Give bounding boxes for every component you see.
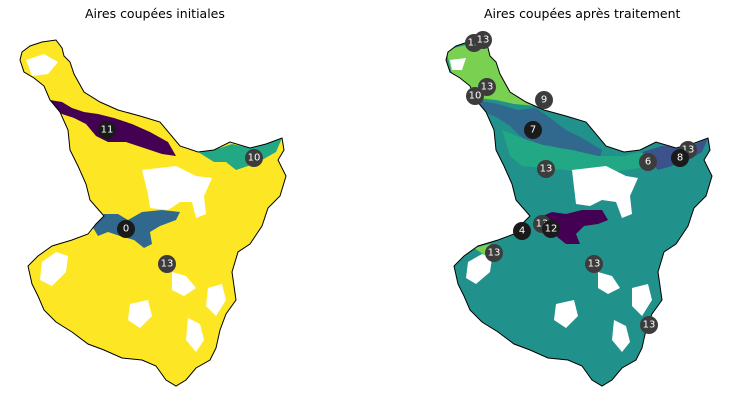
white-gap-3	[172, 272, 196, 296]
right-area-marker	[513, 222, 531, 240]
right-area-label: 9	[541, 95, 547, 106]
white-gap-r1	[450, 58, 466, 70]
upper-white-gap	[26, 54, 58, 76]
right-area-label: 12	[545, 224, 558, 235]
white-gap-1	[142, 166, 212, 218]
right-area-label: 13	[488, 248, 501, 259]
left-area-label: 0	[123, 224, 129, 235]
left-map-title: Aires coupées initiales	[85, 6, 225, 21]
right-map-title: Aires coupées après traitement	[484, 6, 681, 21]
right-area-label: 13	[682, 145, 695, 156]
right-area-marker	[524, 121, 542, 139]
right-area-marker	[466, 87, 484, 105]
white-gap-2	[40, 252, 68, 286]
white-gap-r6	[632, 284, 652, 316]
left-area-marker	[158, 255, 176, 273]
white-gap-5	[206, 284, 226, 316]
right-area-marker	[671, 149, 689, 167]
left-area-label: 10	[248, 153, 261, 164]
right-area-label: 13	[643, 320, 656, 331]
right-area-label: 13	[481, 82, 494, 93]
right-area-label: 13	[540, 164, 553, 175]
left-area-label: 11	[101, 125, 114, 136]
right-area-label: 8	[677, 153, 683, 164]
white-gap-6	[186, 318, 204, 352]
right-area-label: 7	[530, 125, 536, 136]
white-gap-4	[128, 300, 152, 328]
right-area-label: 13	[477, 35, 490, 46]
teal-region	[198, 138, 282, 170]
white-gap-r2	[572, 166, 638, 218]
right-area-label: 6	[645, 157, 651, 168]
right-area-label: 10	[469, 91, 482, 102]
left-map: 11 10 0 13	[19, 39, 287, 387]
white-gap-r4	[598, 272, 620, 294]
white-gap-r3	[466, 254, 492, 284]
right-area-label: 13	[468, 38, 481, 49]
right-area-label: 13	[588, 259, 601, 270]
right-area-marker	[535, 91, 553, 109]
right-area-marker	[485, 244, 503, 262]
right-area-label: 4	[519, 226, 525, 237]
right-area-marker	[542, 220, 560, 238]
right-area-label: 13	[536, 219, 549, 230]
left-area-marker	[98, 121, 116, 139]
right-area-marker	[585, 255, 603, 273]
right-area-marker	[640, 316, 658, 334]
left-area-label: 13	[161, 259, 174, 270]
white-gap-r5	[554, 300, 578, 328]
left-area-marker	[117, 220, 135, 238]
white-gap-r7	[612, 320, 630, 352]
left-area-marker	[245, 149, 263, 167]
right-area-marker	[474, 31, 492, 49]
lime-region	[446, 40, 538, 106]
right-area-marker	[639, 153, 657, 171]
blue-region	[92, 210, 180, 248]
right-area-marker	[537, 160, 555, 178]
